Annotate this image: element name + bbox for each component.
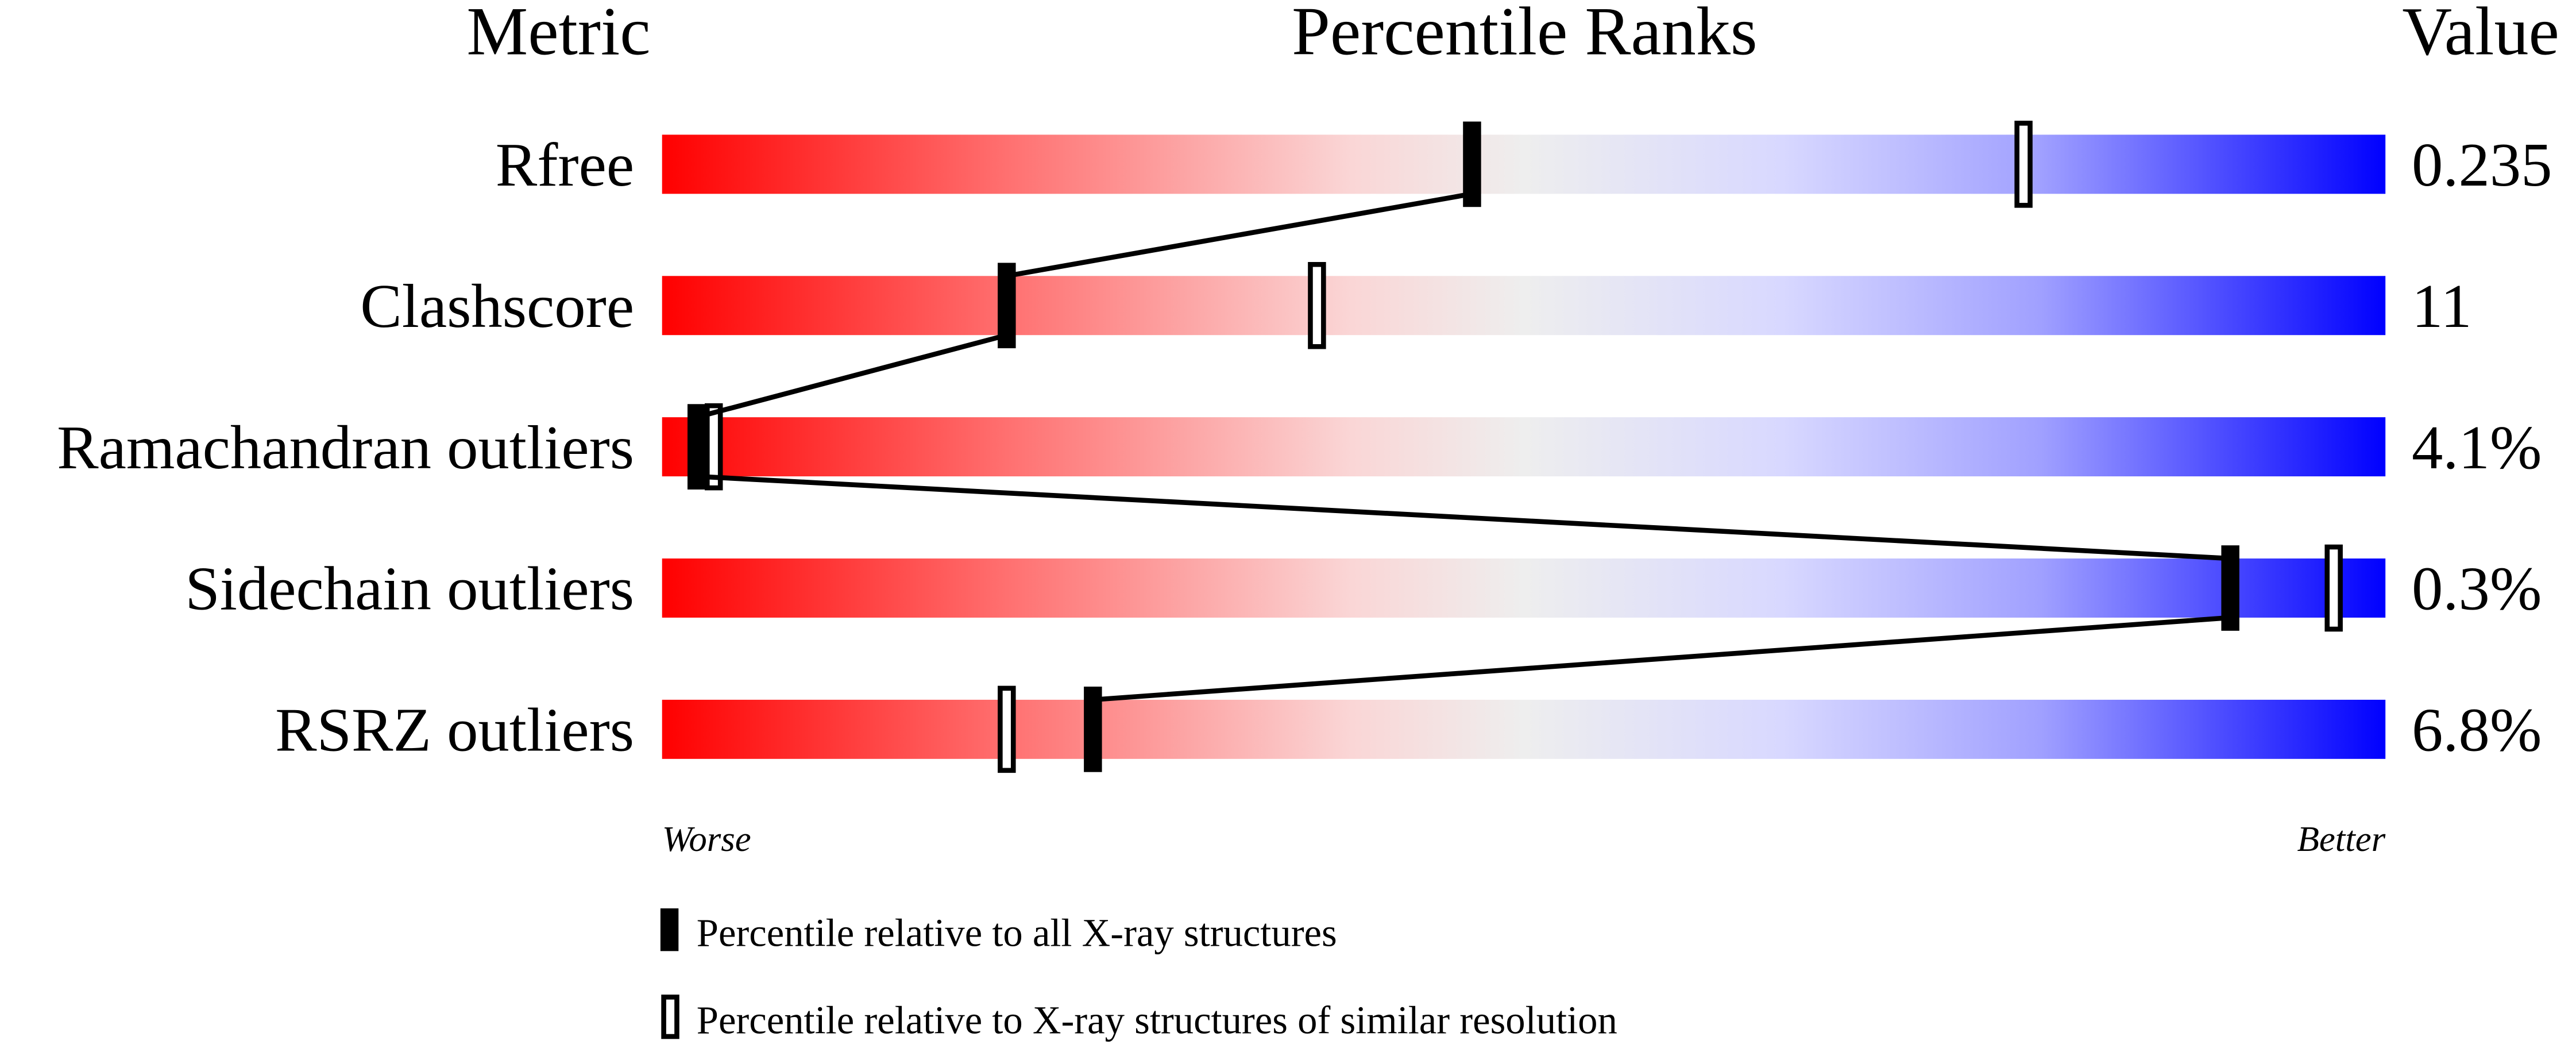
metric-value: 11 (2412, 271, 2472, 341)
percentile-bar (662, 134, 2386, 194)
metric-value: 0.235 (2412, 130, 2552, 199)
legend-all-label: Percentile relative to all X-ray structu… (697, 911, 1337, 955)
similar-resolution-marker (704, 403, 723, 491)
connector-line (1006, 191, 1473, 279)
similar-resolution-marker (1308, 261, 1326, 349)
metric-label: Ramachandran outliers (57, 413, 634, 482)
percentile-ranks-header: Percentile Ranks (1292, 0, 1758, 69)
worse-label: Worse (662, 819, 751, 859)
metric-label: Rfree (496, 130, 634, 199)
legend-similar-label: Percentile relative to X-ray structures … (697, 998, 1617, 1042)
connector-line (1092, 615, 2231, 703)
connector-line (696, 333, 1007, 420)
metric-value: 6.8% (2412, 695, 2542, 765)
similar-resolution-marker (2014, 121, 2033, 208)
better-label: Better (2297, 819, 2385, 859)
value-header: Value (2402, 0, 2559, 69)
percentile-bar (662, 417, 2386, 477)
percentile-bar (662, 699, 2386, 759)
legend-similar-swatch (661, 995, 679, 1039)
similar-resolution-marker (998, 685, 1016, 773)
similar-resolution-marker (2324, 544, 2343, 632)
metric-value: 0.3% (2412, 554, 2542, 623)
metric-header: Metric (466, 0, 650, 69)
metric-label: RSRZ outliers (275, 695, 634, 765)
metric-label: Sidechain outliers (185, 554, 634, 623)
connector-line (696, 473, 2231, 561)
percentile-bar (662, 276, 2386, 336)
percentile-bar (662, 558, 2386, 618)
metric-label: Clashscore (360, 271, 634, 341)
legend-all-swatch (660, 908, 679, 951)
metric-value: 4.1% (2412, 413, 2542, 482)
